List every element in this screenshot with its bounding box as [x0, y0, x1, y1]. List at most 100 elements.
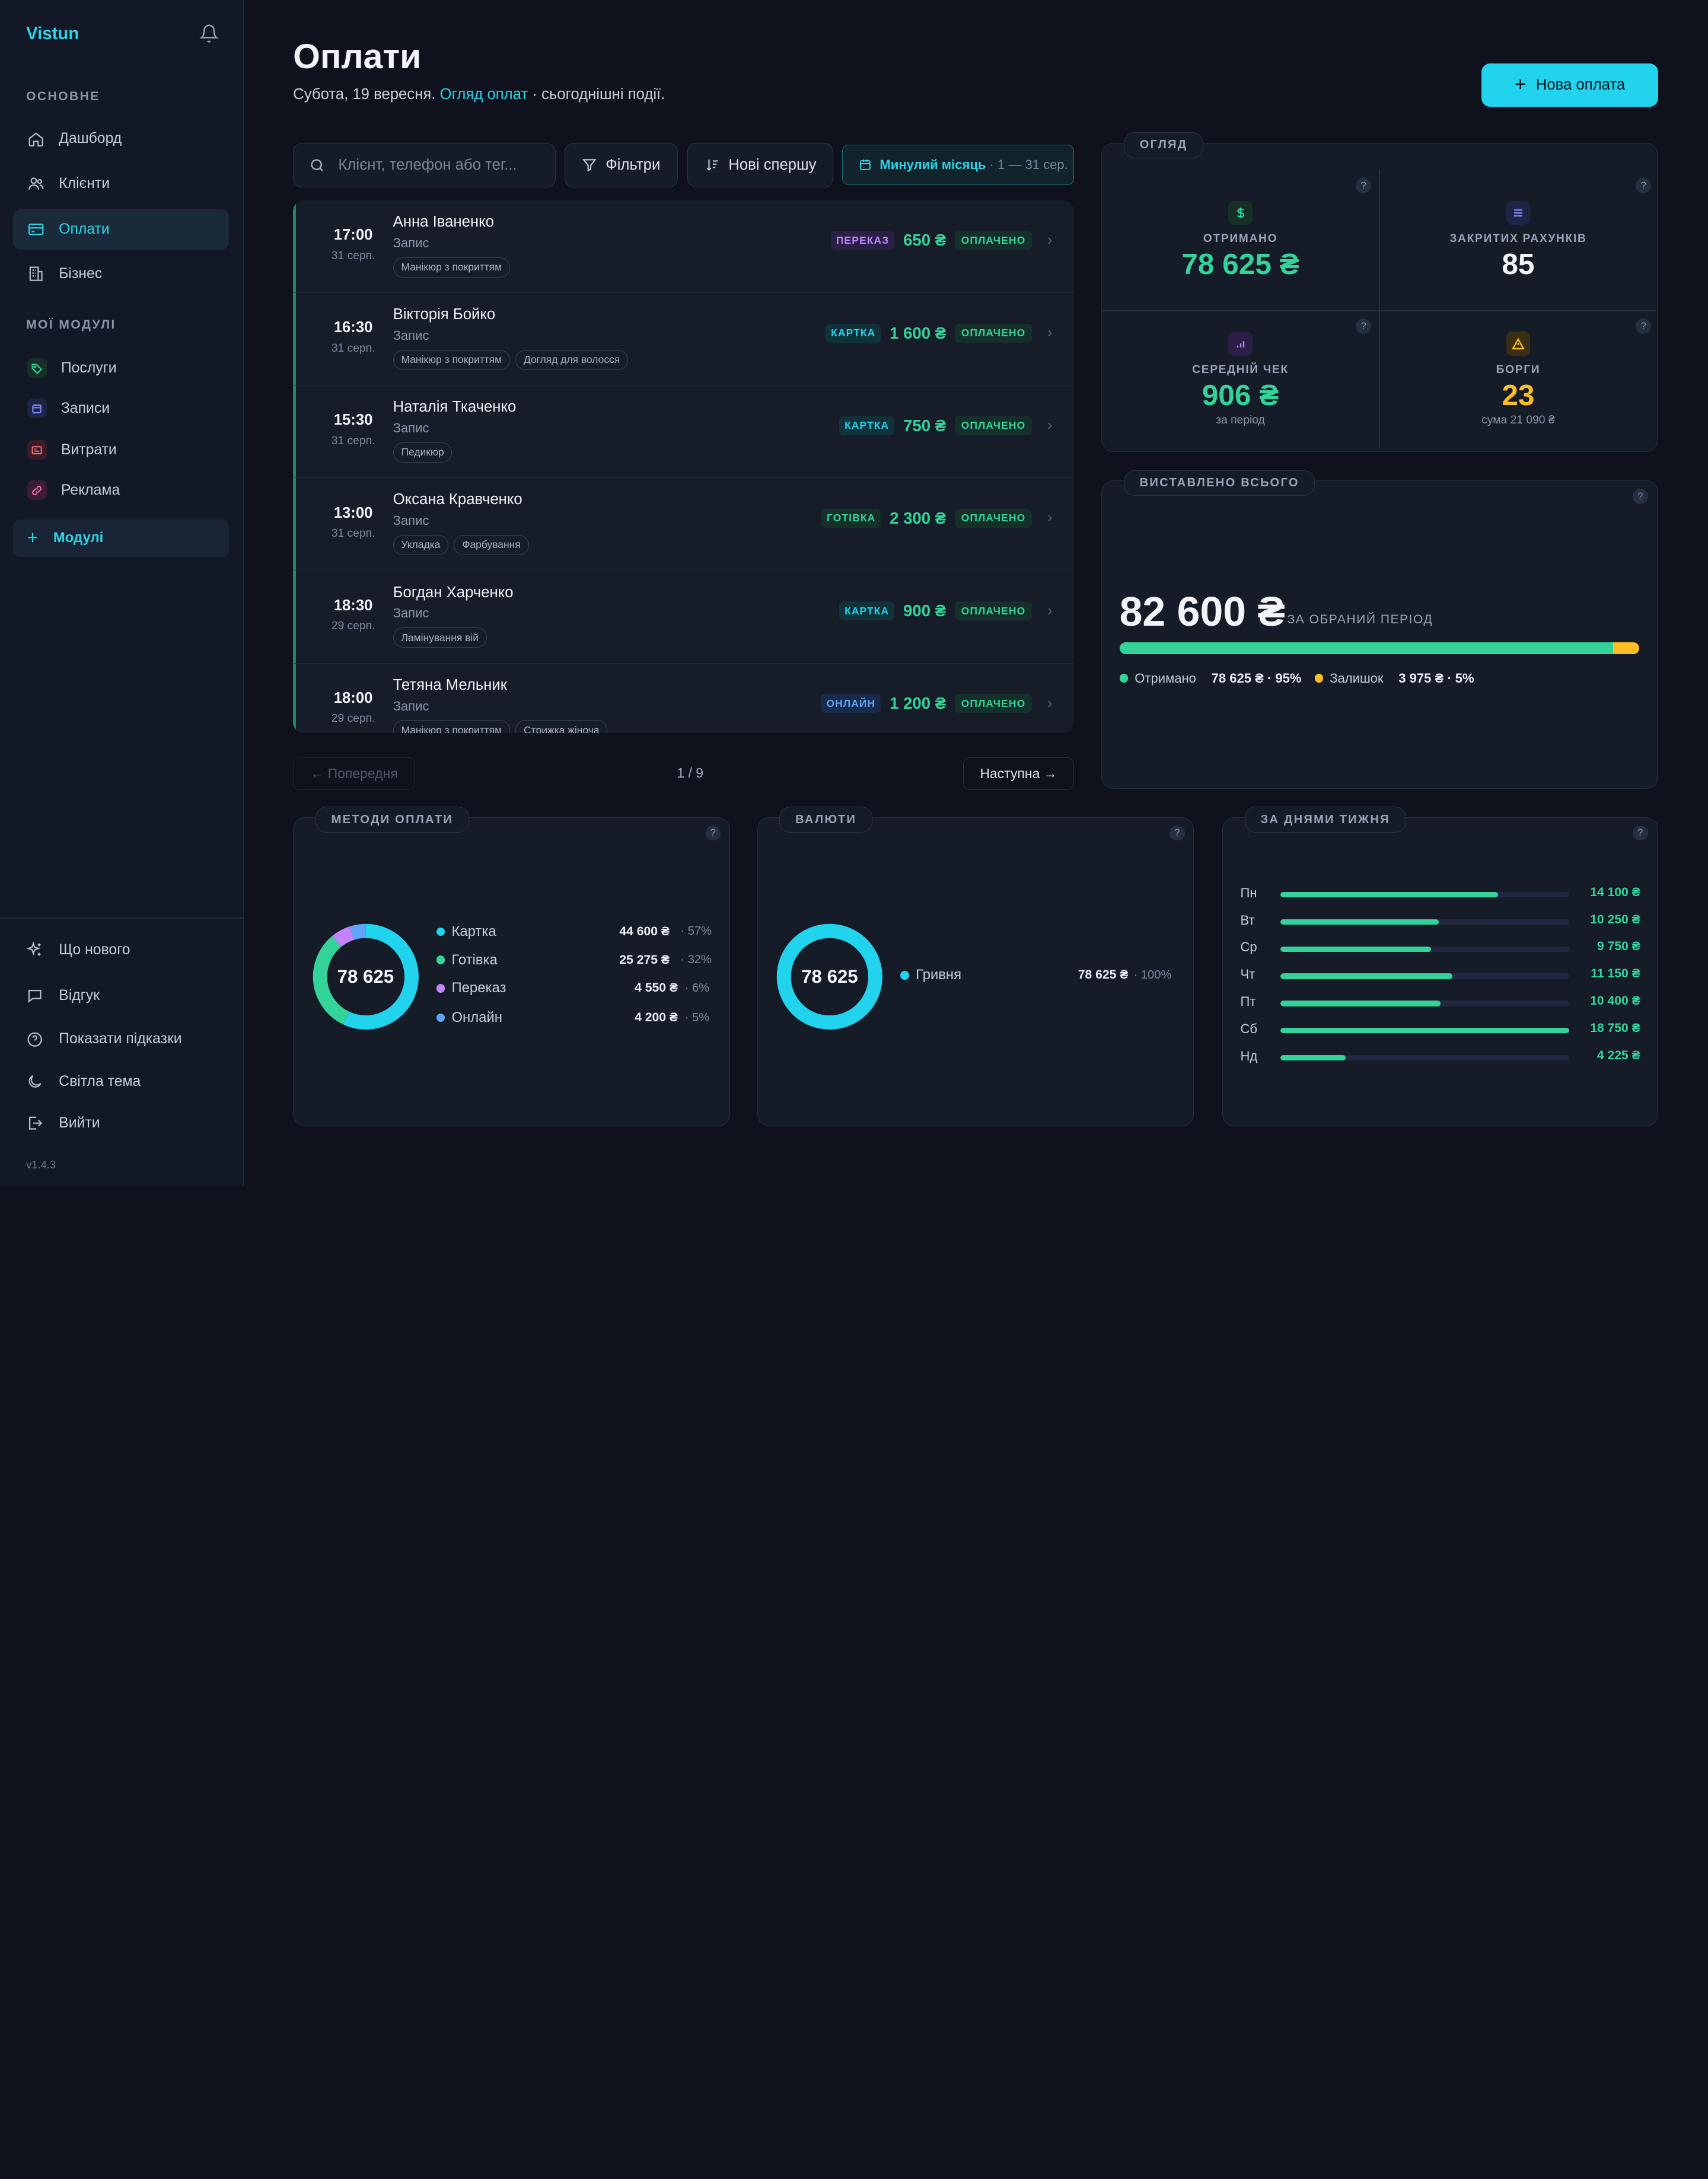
sort-button[interactable]: Нові спершу [687, 142, 834, 187]
legend-dot [436, 1013, 445, 1022]
weekday-bar [1280, 891, 1498, 897]
brand-logo[interactable]: Vistun [26, 24, 79, 44]
chevron-right-icon: › [1047, 324, 1053, 342]
module-item-ads[interactable]: Реклама [13, 472, 229, 508]
weekday-label: Пт [1240, 994, 1256, 1009]
warning-icon [1506, 332, 1531, 356]
period-range: · 1 — 31 сер. [989, 157, 1068, 173]
donut-segment [776, 923, 883, 1030]
help-icon[interactable]: ? [1632, 825, 1648, 841]
add-module-button[interactable]: + Модулі [13, 520, 229, 557]
payment-amount: 1 600 ₴ [890, 323, 947, 342]
help-icon[interactable]: ? [1632, 488, 1648, 504]
section-modules-label: МОЇ МОДУЛІ [26, 318, 116, 332]
sidebar-item-label: Бізнес [59, 266, 103, 282]
help-icon[interactable]: ? [705, 825, 721, 841]
sidebar-show-hints[interactable]: Показати підказки [26, 1031, 182, 1048]
module-item-services[interactable]: Послуги [13, 350, 229, 387]
legend-value: 44 600 ₴ [619, 924, 670, 938]
list-icon [1506, 201, 1531, 225]
overview-link[interactable]: Огляд оплат [439, 86, 528, 103]
help-icon[interactable]: ? [1636, 178, 1652, 194]
legend-percent: · 32% [680, 953, 712, 967]
service-tag: Манікюр з покриттям [393, 257, 510, 278]
sidebar-item-business[interactable]: Бізнес [13, 254, 229, 294]
client-name: Наталія Ткаченко [393, 399, 517, 416]
search-box[interactable] [293, 142, 556, 187]
client-name: Тетяна Мельник [393, 676, 507, 693]
stat-note: сума 21 090 ₴ [1481, 414, 1555, 427]
payment-row[interactable]: 18:30 29 серп. Богдан Харченко Запис Лам… [293, 571, 1075, 664]
divider [1102, 310, 1657, 311]
logout-icon [29, 1117, 43, 1130]
payment-date: 29 серп. [331, 712, 375, 725]
legend-dot [1314, 674, 1324, 683]
calendar-icon [27, 399, 47, 419]
help-circle-icon [27, 1032, 42, 1047]
bell-icon[interactable] [199, 24, 219, 43]
payment-time: 18:00 [333, 689, 373, 706]
stat-label: ОТРИМАНО [1203, 232, 1278, 246]
stat-received: ОТРИМАНО 78 625 ₴ [1102, 201, 1379, 281]
legend-percent: · 57% [680, 925, 712, 938]
legend-received-label: Отримано [1135, 670, 1196, 686]
sidebar-light-theme[interactable]: Світла тема [26, 1073, 141, 1090]
weekday-label: Пн [1240, 885, 1257, 900]
help-icon[interactable]: ? [1636, 318, 1652, 335]
help-icon[interactable]: ? [1170, 825, 1185, 841]
sidebar-divider [0, 917, 243, 919]
payment-row[interactable]: 15:30 31 серп. Наталія Ткаченко Запис Пе… [293, 386, 1075, 479]
payment-date: 29 серп. [331, 620, 375, 633]
dollar-icon [1228, 201, 1253, 225]
prev-page-button[interactable]: ← Попередня [293, 757, 415, 790]
legend-label: Гривня [916, 967, 962, 983]
chevron-right-icon: › [1047, 509, 1053, 527]
payment-row[interactable]: 16:30 31 серп. Вікторія Бойко Запис Мані… [293, 293, 1075, 386]
weekday-track [1280, 973, 1570, 979]
module-item-expenses[interactable]: Витрати [13, 431, 229, 468]
legend-dot [1119, 674, 1129, 683]
period-selector[interactable]: Минулий місяць · 1 — 31 сер. [842, 145, 1075, 186]
payment-type: Запис [393, 235, 429, 250]
payment-type: Запис [393, 513, 429, 528]
sidebar-logout[interactable]: Вийти [26, 1114, 100, 1132]
next-page-button[interactable]: Наступна → [963, 757, 1075, 790]
legend-label: Готівка [451, 951, 498, 968]
stat-label: СЕРЕДНІЙ ЧЕК [1192, 363, 1289, 376]
new-payment-button[interactable]: + Нова оплата [1481, 63, 1658, 107]
search-input[interactable] [338, 156, 535, 174]
payment-row[interactable]: 17:00 31 серп. Анна Іваненко Запис Манік… [293, 200, 1075, 294]
received-fill [1119, 642, 1614, 655]
help-icon[interactable]: ? [1356, 318, 1371, 335]
legend-item: Онлайн 4 200 ₴ · 5% [436, 1009, 709, 1026]
donut-segment [313, 923, 419, 1030]
stat-value: 23 [1502, 378, 1535, 412]
payment-row[interactable]: 13:00 31 серп. Оксана Кравченко Запис Ук… [293, 478, 1075, 571]
sidebar-item-clients[interactable]: Клієнти [13, 164, 229, 204]
sidebar-whats-new[interactable]: Що нового [26, 941, 130, 958]
weekdays-card: ЗА ДНЯМИ ТИЖНЯ ? Пн 14 100 ₴ Вт 10 250 ₴ Ср 9… [1222, 807, 1658, 1127]
legend-percent: · 5% [684, 1011, 710, 1024]
payment-amount: 1 200 ₴ [890, 694, 947, 713]
payment-type: Запис [393, 327, 429, 343]
legend-item: Картка 44 600 ₴ · 57% [436, 923, 712, 940]
tag-icon [27, 358, 47, 378]
filters-button[interactable]: Фільтри [564, 142, 678, 187]
card-title: ВАЛЮТИ [779, 807, 872, 833]
help-icon[interactable]: ? [1356, 178, 1371, 194]
sidebar-item-dashboard[interactable]: Дашборд [13, 119, 229, 159]
stat-value: 85 [1502, 247, 1535, 281]
module-item-appointments[interactable]: Записи [13, 390, 229, 427]
sidebar-feedback[interactable]: Відгук [26, 987, 100, 1004]
calendar-icon [859, 160, 871, 171]
sidebar-item-payments[interactable]: Оплати [13, 209, 229, 250]
add-module-label: Модулі [53, 530, 104, 546]
service-tag: Фарбування [454, 534, 529, 555]
weekday-track [1280, 1001, 1570, 1006]
legend-label: Картка [451, 923, 496, 939]
plus-icon: + [27, 527, 39, 549]
payment-row[interactable]: 18:00 29 серп. Тетяна Мельник Запис Мані… [293, 663, 1074, 734]
weekday-value: 10 250 ₴ [1590, 912, 1640, 926]
weekday-track [1280, 946, 1570, 952]
bottom-item-label: Відгук [59, 987, 100, 1004]
